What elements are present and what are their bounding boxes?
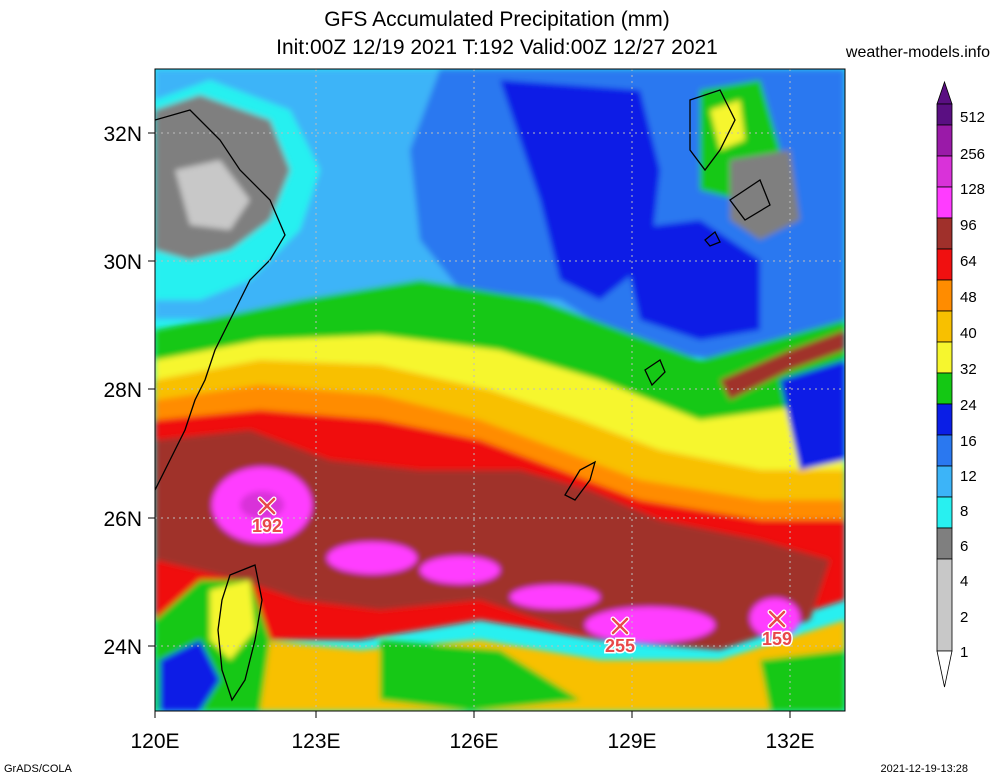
colorbar-swatch-24 [936,341,953,374]
colorbar-label-32: 32 [960,361,977,378]
lon-label-129e: 129E [607,730,656,753]
max-marker-192-label: 192 [252,516,282,536]
colorbar-swatch-40 [936,279,953,312]
precipitation-field [155,69,845,711]
footer-software: GrADS/COLA [4,763,72,775]
max-marker-255-label: 255 [605,636,635,656]
lat-label-24n: 24N [103,636,142,659]
lon-label-120e: 120E [130,730,179,753]
tick-marks [148,132,791,718]
max-marker-159: 159 [760,609,794,651]
colorbar-swatch-2 [936,527,953,560]
colorbar-label-128: 128 [960,181,985,198]
colorbar-swatch-32 [936,310,953,343]
colorbar-top-arrow [936,80,953,105]
site-credit: weather-models.info [845,44,990,61]
colorbar-swatch-48 [936,248,953,281]
lat-label-26n: 26N [103,508,142,531]
colorbar-swatch-256 [936,124,953,157]
colorbar-swatch-8 [936,434,953,467]
colorbar-swatch-96 [936,186,953,219]
footer-timestamp: 2021-12-19-13:28 [880,763,968,775]
colorbar-swatch-64 [936,217,953,250]
colorbar-label-12: 12 [960,468,977,485]
colorbar-swatch-12 [936,403,953,436]
colorbar-label-40: 40 [960,325,977,342]
colorbar-label-4: 4 [960,573,968,590]
colorbar-label-24: 24 [960,397,977,414]
colorbar-swatch-128 [936,155,953,188]
lat-label-32n: 32N [103,123,142,146]
max-marker-255: 255 [603,616,637,658]
max-marker-192: 192 [250,496,284,538]
max-marker-159-label: 159 [762,629,792,649]
coastlines [155,89,771,702]
colorbar-label-1: 1 [960,644,968,661]
colorbar-label-8: 8 [960,503,968,520]
colorbar-swatch-4 [936,496,953,529]
colorbar-label-512: 512 [960,109,985,126]
grid-lines [155,69,845,711]
colorbar-swatch-1 [936,558,953,652]
lat-label-30n: 30N [103,251,142,274]
map-title: GFS Accumulated Precipitation (mm) [324,8,670,31]
colorbar-label-6: 6 [960,538,968,555]
colorbar-label-64: 64 [960,253,977,270]
colorbar-label-96: 96 [960,217,977,234]
lon-label-123e: 123E [291,730,340,753]
colorbar-swatch-6 [936,465,953,498]
colorbar-bottom-arrow [936,650,953,688]
colorbar-label-48: 48 [960,289,977,306]
colorbar-label-256: 256 [960,146,985,163]
colorbar-swatch-16 [936,372,953,405]
lat-label-28n: 28N [103,379,142,402]
colorbar-label-16: 16 [960,433,977,450]
map-subtitle: Init:00Z 12/19 2021 T:192 Valid:00Z 12/2… [276,36,718,59]
lon-label-132e: 132E [765,730,814,753]
map-frame [154,68,846,712]
lon-label-126e: 126E [449,730,498,753]
colorbar-swatch-512 [936,103,953,126]
colorbar: 512 256 128 96 64 48 40 32 24 16 12 8 6 … [936,80,985,688]
colorbar-label-2: 2 [960,609,968,626]
